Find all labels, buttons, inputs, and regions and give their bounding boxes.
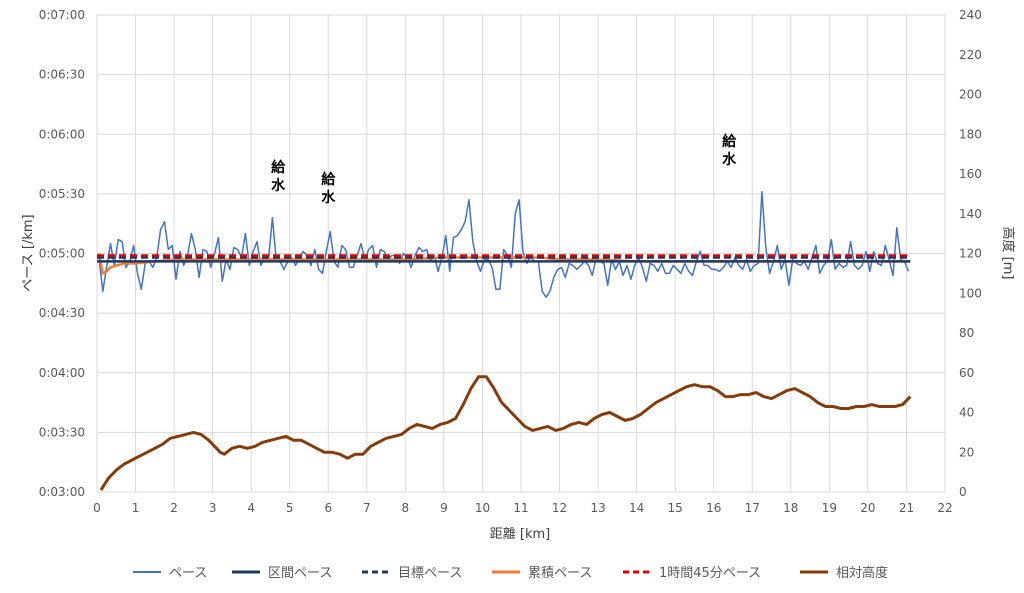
legend-entry: 累積ペース (528, 566, 592, 581)
legend-entry: 目標ペース (398, 566, 462, 581)
x-tick-label: 18 (783, 501, 798, 515)
x-tick-label: 13 (590, 501, 605, 515)
annotation-label: 水 (271, 177, 286, 194)
x-tick-label: 16 (706, 501, 721, 515)
legend-entry: 1時間45分ペース (659, 566, 761, 581)
y-left-tick-label: 0:03:00 (39, 485, 85, 499)
x-tick-label: 15 (668, 501, 683, 515)
y-right-tick-label: 20 (959, 445, 974, 459)
x-tick-label: 10 (475, 501, 490, 515)
grid-layer (96, 14, 946, 493)
y-axis-left-title: ペース [/km] (21, 214, 36, 291)
y-right-tick-label: 200 (959, 88, 982, 102)
x-tick-label: 4 (247, 501, 255, 515)
x-tick-label: 12 (552, 501, 567, 515)
series-line-0 (98, 191, 910, 298)
series-line-5 (99, 375, 912, 491)
x-tick-label: 6 (324, 501, 332, 515)
y-left-tick-label: 0:06:30 (39, 68, 85, 82)
y-right-tick-label: 240 (959, 8, 982, 22)
annotation-label: 水 (722, 151, 737, 168)
x-tick-label: 5 (286, 501, 294, 515)
x-tick-label: 3 (209, 501, 217, 515)
x-tick-label: 2 (170, 501, 178, 515)
x-tick-label: 11 (513, 501, 528, 515)
legend-entry: 区間ペース (268, 566, 332, 581)
x-tick-label: 19 (822, 501, 837, 515)
x-axis-title: 距離 [km] (490, 527, 550, 542)
y-right-tick-label: 0 (959, 485, 967, 499)
x-tick-label: 9 (440, 501, 448, 515)
x-tick-label: 17 (745, 501, 760, 515)
annotation-label: 給 (271, 159, 286, 176)
y-left-tick-label: 0:04:30 (39, 306, 85, 320)
x-tick-label: 1 (132, 501, 140, 515)
y-right-tick-label: 140 (959, 207, 982, 221)
legend-entry: ペース (169, 566, 207, 581)
annotation-label: 水 (321, 189, 336, 206)
y-left-tick-label: 0:07:00 (39, 8, 85, 22)
y-right-tick-label: 60 (959, 366, 974, 380)
y-left-tick-label: 0:05:00 (39, 247, 85, 261)
y-left-tick-label: 0:04:00 (39, 366, 85, 380)
annotation-label: 給 (722, 133, 737, 150)
x-tick-label: 8 (402, 501, 410, 515)
y-left-tick-label: 0:03:30 (39, 425, 85, 439)
y-right-tick-label: 220 (959, 48, 982, 62)
y-right-tick-label: 180 (959, 127, 982, 141)
x-tick-label: 21 (899, 501, 914, 515)
y-right-tick-label: 160 (959, 167, 982, 181)
y-right-tick-label: 120 (959, 247, 982, 261)
y-right-tick-label: 100 (959, 286, 982, 300)
legend: ペース 区間ペース 目標ペース 累積ペース 1時間45分ペース 相対高度 (133, 565, 888, 581)
x-tick-label: 20 (860, 501, 875, 515)
y-right-tick-label: 80 (959, 326, 974, 340)
series-layer (97, 191, 912, 491)
y-left-tick-label: 0:05:30 (39, 187, 85, 201)
annotation-label: 給 (321, 171, 336, 188)
x-tick-label: 7 (363, 501, 371, 515)
tick-labels: 0 1 2 3 4 5 6 7 8 9 10 11 12 13 14 15 16 17 18 19 20 21 220:03… (39, 8, 982, 515)
y-left-tick-label: 0:06:00 (39, 127, 85, 141)
legend-entry: 相対高度 (836, 565, 888, 581)
y-axis-right-title: 高度 [m] (1000, 227, 1016, 280)
x-tick-label: 14 (629, 501, 644, 515)
x-tick-label: 22 (937, 501, 952, 515)
y-right-tick-label: 40 (959, 406, 974, 420)
x-tick-label: 0 (93, 501, 101, 515)
